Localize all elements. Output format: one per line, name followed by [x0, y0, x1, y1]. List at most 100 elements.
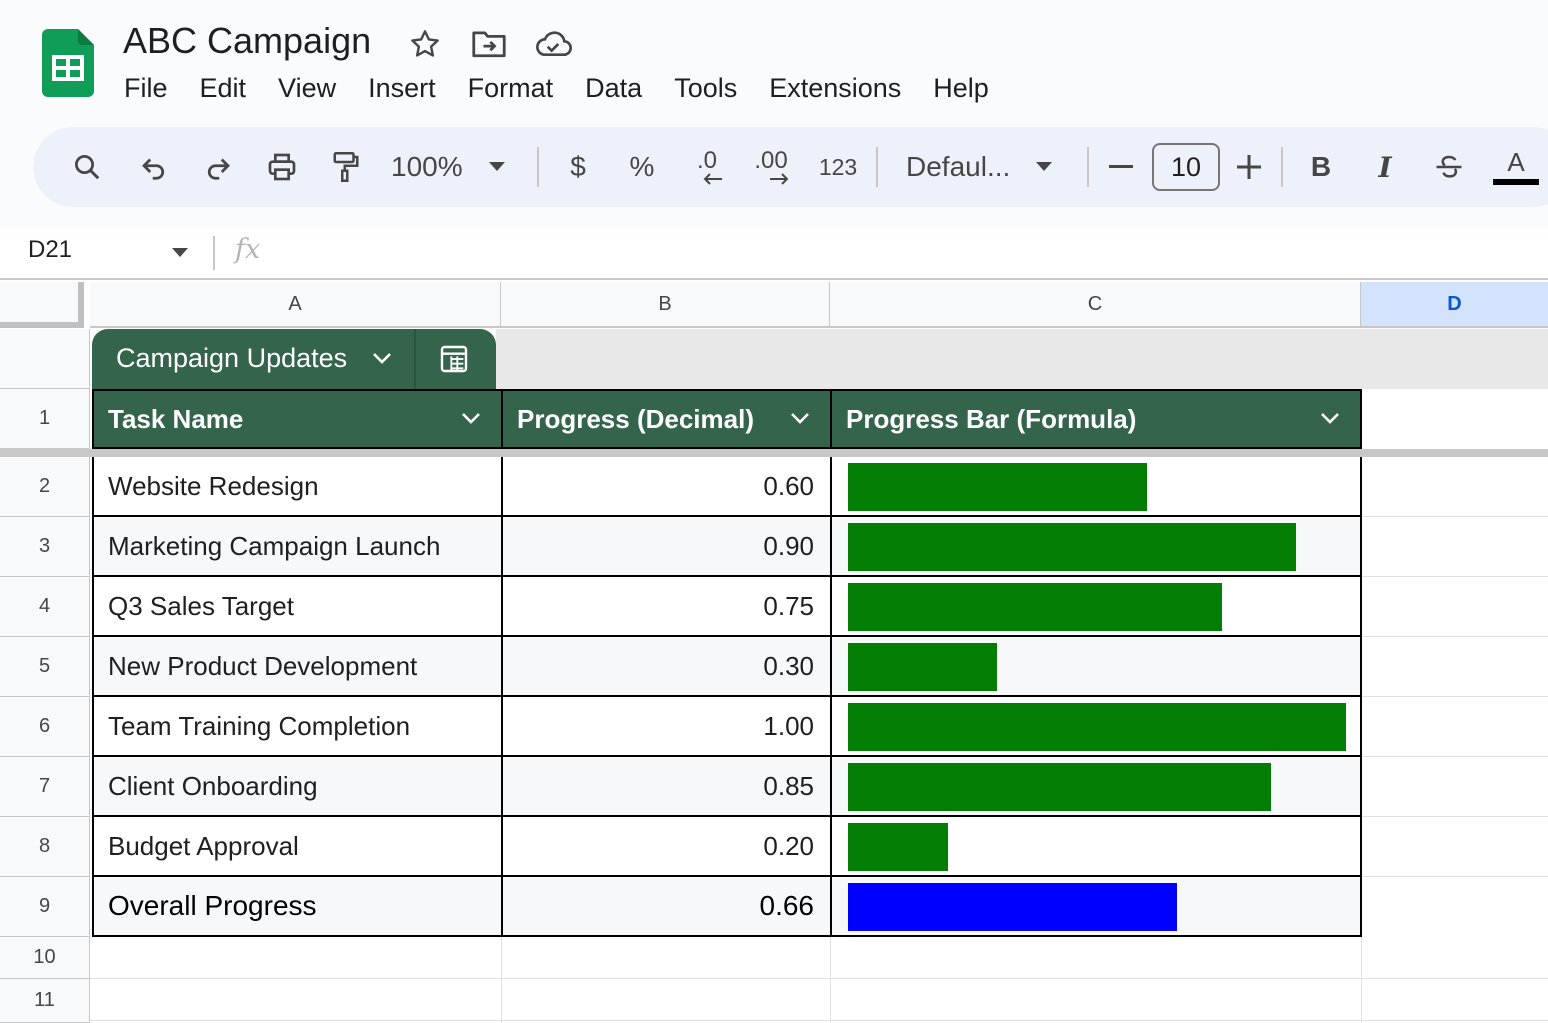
- column-header-b[interactable]: B: [501, 282, 830, 328]
- increase-decimal-button[interactable]: .00: [749, 127, 793, 207]
- minus-icon: [1109, 165, 1133, 168]
- progress-bar: [848, 583, 1222, 631]
- progress-decimal-cell[interactable]: 0.85: [501, 757, 830, 817]
- table-header-progress-bar[interactable]: Progress Bar (Formula): [830, 389, 1362, 449]
- progress-bar-cell[interactable]: [830, 637, 1362, 697]
- progress-decimal-cell[interactable]: 0.30: [501, 637, 830, 697]
- menu-extensions[interactable]: Extensions: [769, 72, 902, 103]
- italic-button[interactable]: I: [1378, 150, 1392, 184]
- move-to-folder-icon[interactable]: [469, 26, 509, 62]
- plus-icon: [1237, 155, 1261, 179]
- row-header-3[interactable]: 3: [0, 517, 90, 577]
- progress-bar-cell[interactable]: [830, 757, 1362, 817]
- app-bar: ABC Campaign File Edit View Insert Forma…: [0, 0, 1548, 228]
- row-header-7[interactable]: 7: [0, 757, 90, 817]
- increase-font-size-button[interactable]: [1229, 127, 1269, 207]
- progress-bar: [848, 643, 997, 691]
- row-header-4[interactable]: 4: [0, 577, 90, 637]
- font-size-input[interactable]: 10: [1152, 143, 1220, 191]
- zoom-value: 100%: [391, 151, 463, 182]
- decrease-decimal-button[interactable]: .0: [685, 127, 729, 207]
- print-icon[interactable]: [262, 127, 302, 207]
- row-header-1[interactable]: 1: [0, 389, 90, 449]
- task-name-cell[interactable]: Marketing Campaign Launch: [92, 517, 501, 577]
- column-header-d[interactable]: D: [1361, 282, 1548, 328]
- progress-decimal-cell[interactable]: 0.90: [501, 517, 830, 577]
- row-header-10[interactable]: 10: [0, 937, 90, 979]
- task-name-cell[interactable]: Team Training Completion: [92, 697, 501, 757]
- frozen-row-divider[interactable]: [0, 449, 1548, 457]
- progress-bar-cell[interactable]: [830, 517, 1362, 577]
- star-icon[interactable]: [405, 26, 445, 62]
- progress-bar-cell[interactable]: [830, 817, 1362, 877]
- row-header-6[interactable]: 6: [0, 697, 90, 757]
- search-icon[interactable]: [67, 127, 107, 207]
- task-name-cell[interactable]: Client Onboarding: [92, 757, 501, 817]
- task-name-cell[interactable]: Website Redesign: [92, 457, 501, 517]
- progress-bar-cell[interactable]: [830, 697, 1362, 757]
- column-header-c[interactable]: C: [830, 282, 1361, 328]
- chevron-down-icon[interactable]: [372, 352, 392, 366]
- task-name-cell[interactable]: Q3 Sales Target: [92, 577, 501, 637]
- chevron-down-icon[interactable]: [461, 412, 481, 426]
- strikethrough-icon[interactable]: [1429, 127, 1469, 207]
- menu-insert[interactable]: Insert: [368, 72, 436, 103]
- decrease-font-size-button[interactable]: [1101, 127, 1141, 207]
- total-progress-bar-cell[interactable]: [830, 877, 1362, 937]
- table-view-icon[interactable]: [438, 343, 470, 375]
- progress-decimal-cell[interactable]: 1.00: [501, 697, 830, 757]
- menu-view[interactable]: View: [278, 72, 337, 103]
- menu-tools[interactable]: Tools: [674, 72, 738, 103]
- table-name-tab[interactable]: Campaign Updates: [92, 329, 496, 389]
- column-header-a[interactable]: A: [90, 282, 501, 328]
- chevron-down-icon[interactable]: [1320, 412, 1340, 426]
- row-header-8[interactable]: 8: [0, 817, 90, 877]
- table-header-progress-decimal[interactable]: Progress (Decimal): [501, 389, 830, 449]
- toolbar: 100% $ % .0 .00 123 Defaul... 10: [33, 127, 1548, 207]
- row-header-2[interactable]: 2: [0, 457, 90, 517]
- chevron-down-icon[interactable]: [790, 412, 810, 426]
- currency-format-button[interactable]: $: [570, 151, 586, 182]
- row-header-5[interactable]: 5: [0, 637, 90, 697]
- total-progress-cell[interactable]: 0.66: [501, 877, 830, 937]
- document-title[interactable]: ABC Campaign: [123, 20, 372, 61]
- chevron-down-icon: [1036, 162, 1053, 171]
- font-select[interactable]: Defaul...: [906, 127, 1066, 207]
- arrow-right-icon: [770, 173, 789, 185]
- menu-data[interactable]: Data: [585, 72, 643, 103]
- bold-button[interactable]: B: [1310, 151, 1332, 182]
- task-name-cell[interactable]: Budget Approval: [92, 817, 501, 877]
- menu-bar: File Edit View Insert Format Data Tools …: [108, 68, 1005, 108]
- table-header-task-name[interactable]: Task Name: [92, 389, 501, 449]
- cloud-saved-icon[interactable]: [533, 26, 573, 62]
- undo-icon[interactable]: [134, 127, 174, 207]
- menu-help[interactable]: Help: [933, 72, 989, 103]
- redo-icon[interactable]: [198, 127, 238, 207]
- total-label-cell[interactable]: Overall Progress: [92, 877, 501, 937]
- more-formats-button[interactable]: 123: [818, 153, 858, 180]
- formula-input[interactable]: [290, 234, 1530, 272]
- task-name-cell[interactable]: New Product Development: [92, 637, 501, 697]
- zoom-select[interactable]: 100%: [391, 127, 511, 207]
- formula-bar: D21 fx: [0, 228, 1548, 280]
- progress-bar-cell[interactable]: [830, 457, 1362, 517]
- progress-bar-cell[interactable]: [830, 577, 1362, 637]
- progress-decimal-cell[interactable]: 0.75: [501, 577, 830, 637]
- table-name: Campaign Updates: [116, 343, 348, 373]
- row-header-table-tab: [0, 329, 90, 389]
- row-header-11[interactable]: 11: [0, 979, 90, 1023]
- text-color-button[interactable]: A: [1491, 127, 1541, 207]
- font-value: Defaul...: [906, 151, 1011, 182]
- name-box[interactable]: D21: [28, 236, 73, 263]
- chevron-down-icon[interactable]: [172, 248, 188, 258]
- sheets-logo-icon[interactable]: [42, 29, 94, 97]
- menu-file[interactable]: File: [124, 72, 168, 103]
- paint-format-icon[interactable]: [326, 127, 366, 207]
- select-all-corner[interactable]: [0, 282, 84, 328]
- menu-edit[interactable]: Edit: [199, 72, 247, 103]
- progress-decimal-cell[interactable]: 0.60: [501, 457, 830, 517]
- menu-format[interactable]: Format: [467, 72, 554, 103]
- percent-format-button[interactable]: %: [629, 151, 655, 182]
- progress-decimal-cell[interactable]: 0.20: [501, 817, 830, 877]
- row-header-9[interactable]: 9: [0, 877, 90, 937]
